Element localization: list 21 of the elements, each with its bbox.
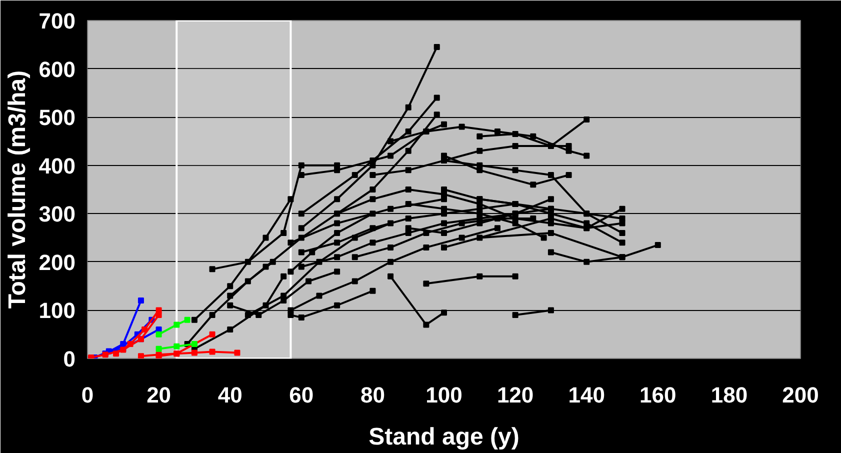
- y-axis-title: Total volume (m3/ha): [4, 70, 31, 309]
- x-tick-label: 20: [146, 382, 172, 408]
- x-tick-label: 160: [640, 382, 676, 408]
- y-tick-label: 300: [38, 202, 76, 227]
- x-tick-label: 180: [710, 382, 748, 408]
- x-tick-label: 200: [782, 382, 819, 408]
- x-tick-label: 60: [289, 382, 314, 408]
- x-tick-label: 120: [496, 382, 534, 408]
- y-tick-label: 400: [38, 153, 76, 178]
- x-axis-title: Stand age (y): [368, 424, 520, 450]
- y-tick-label: 600: [38, 56, 76, 82]
- x-tick-label: 100: [426, 382, 462, 408]
- y-tick-label: 0: [63, 346, 76, 372]
- y-tick-label: 500: [38, 105, 76, 130]
- y-tick-label: 700: [38, 8, 76, 34]
- x-tick-label: 140: [568, 382, 605, 408]
- x-tick-label: 80: [360, 382, 385, 408]
- y-tick-label: 100: [38, 298, 76, 324]
- y-tick-label: 200: [38, 250, 76, 275]
- x-tick-label: 0: [81, 382, 94, 408]
- x-tick-label: 40: [218, 382, 242, 408]
